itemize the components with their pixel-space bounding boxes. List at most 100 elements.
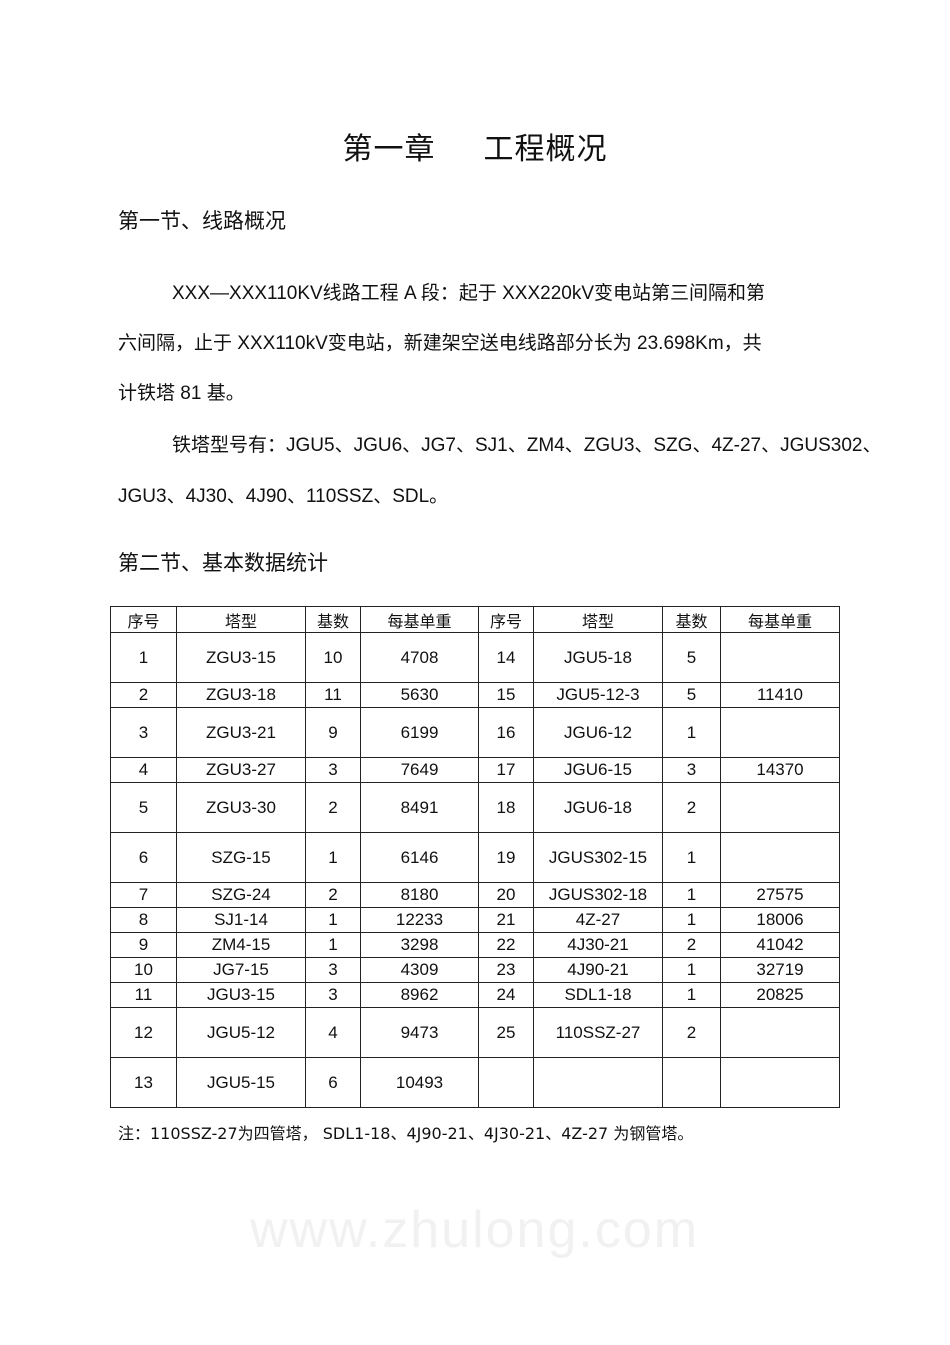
table-cell: 11 [305,682,361,708]
column-header: 基数 [662,606,721,633]
table-cell: 1 [662,907,721,933]
table-cell: ZGU3-18 [176,682,306,708]
table-cell: 27575 [720,882,840,908]
table-cell: ZM4-15 [176,932,306,958]
table-cell: 17 [478,757,534,783]
table-cell: 25 [478,1007,534,1058]
table-cell: 13 [110,1057,177,1108]
table-cell: 4 [305,1007,361,1058]
table-cell: 10493 [360,1057,479,1108]
table-cell: 2 [662,1007,721,1058]
table-cell: 1 [305,932,361,958]
paragraph-line: JGU3、4J30、4J90、110SSZ、SDL。 [118,486,449,507]
table-note: 注：110SSZ-27为四管塔， SDL1-18、4J90-21、4J30-21… [118,1124,694,1143]
table-cell: 6 [305,1057,361,1108]
table-row: 8 SJ1-14 1 12233 21 4Z-27 1 18006 [110,907,840,933]
table-cell: JGU5-18 [533,632,663,683]
table-cell: 7649 [360,757,479,783]
table-cell: 12233 [360,907,479,933]
table-cell: 6199 [360,707,479,758]
table-cell: 18 [478,782,534,833]
table-cell: 4309 [360,957,479,983]
paragraph-line: 六间隔，止于 XXX110kV变电站，新建架空送电线路部分长为 23.698Km… [118,333,762,354]
table-cell: 8962 [360,982,479,1008]
column-header: 每基单重 [720,606,840,633]
table-cell: 41042 [720,932,840,958]
table-cell: 2 [305,782,361,833]
table-cell: 20825 [720,982,840,1008]
tower-data-table: 序号 塔型 基数 每基单重 序号 塔型 基数 每基单重 1 ZGU3-15 10 4708 14 JGU… [110,606,840,1108]
column-header: 塔型 [176,606,306,633]
table-cell: 9 [110,932,177,958]
table-cell: 1 [662,982,721,1008]
table-row: 1 ZGU3-15 10 4708 14 JGU5-18 5 [110,632,840,683]
table-cell: 3 [305,957,361,983]
column-header: 序号 [478,606,534,633]
table-cell: JGU6-15 [533,757,663,783]
table-cell: 5630 [360,682,479,708]
chapter-number: 第一章 [342,132,436,167]
table-cell: 3 [110,707,177,758]
table-cell: 4J90-21 [533,957,663,983]
table-cell [720,1007,840,1058]
table-cell: 110SSZ-27 [533,1007,663,1058]
table-cell: ZGU3-15 [176,632,306,683]
table-row: 13 JGU5-15 6 10493 [110,1057,840,1108]
table-header-row: 序号 塔型 基数 每基单重 序号 塔型 基数 每基单重 [110,606,840,633]
table-cell: 8180 [360,882,479,908]
table-cell: JGUS302-18 [533,882,663,908]
table-cell: 14 [478,632,534,683]
column-header: 序号 [110,606,177,633]
table-row: 6 SZG-15 1 6146 19 JGUS302-15 1 [110,832,840,883]
table-cell: 3298 [360,932,479,958]
table-cell: ZGU3-21 [176,707,306,758]
table-cell [478,1057,534,1108]
table-cell: 32719 [720,957,840,983]
table-cell: ZGU3-30 [176,782,306,833]
table-cell [720,1057,840,1108]
table-cell: 5 [662,682,721,708]
table-cell: 1 [662,707,721,758]
watermark: www.zhulong.com [250,1201,700,1259]
paragraph-line: XXX—XXX110KV线路工程 A 段：起于 XXX220kV变电站第三间隔和… [172,283,766,304]
table-row: 5 ZGU3-30 2 8491 18 JGU6-18 2 [110,782,840,833]
table-cell [720,832,840,883]
table-cell [662,1057,721,1108]
table-cell: JGUS302-15 [533,832,663,883]
table-cell: 7 [110,882,177,908]
table-cell: SJ1-14 [176,907,306,933]
table-cell: 20 [478,882,534,908]
chapter-title: 第一章 工程概况 [0,124,950,168]
table-cell: 18006 [720,907,840,933]
table-row: 2 ZGU3-18 11 5630 15 JGU5-12-3 5 11410 [110,682,840,708]
table-cell: 2 [305,882,361,908]
table-cell: 4708 [360,632,479,683]
table-cell: 10 [305,632,361,683]
table-cell: 2 [662,932,721,958]
table-cell: 15 [478,682,534,708]
table-cell: 11410 [720,682,840,708]
table-cell: JGU5-12-3 [533,682,663,708]
table-cell: 11 [110,982,177,1008]
table-cell: JGU5-15 [176,1057,306,1108]
table-cell: 19 [478,832,534,883]
table-cell: 10 [110,957,177,983]
table-cell: 23 [478,957,534,983]
table-cell: 1 [662,832,721,883]
table-cell: 3 [305,757,361,783]
section-heading-2: 第二节、基本数据统计 [118,551,328,575]
table-cell: 1 [305,907,361,933]
table-row: 7 SZG-24 2 8180 20 JGUS302-18 1 27575 [110,882,840,908]
table-row: 11 JGU3-15 3 8962 24 SDL1-18 1 20825 [110,982,840,1008]
table-row: 10 JG7-15 3 4309 23 4J90-21 1 32719 [110,957,840,983]
table-cell: 1 [662,882,721,908]
table-cell: 24 [478,982,534,1008]
table-cell: 2 [662,782,721,833]
table-cell: 3 [662,757,721,783]
table-cell [720,632,840,683]
table-row: 4 ZGU3-27 3 7649 17 JGU6-15 3 14370 [110,757,840,783]
table-cell: 1 [662,957,721,983]
section-heading-1: 第一节、线路概况 [118,209,286,233]
column-header: 每基单重 [360,606,479,633]
table-cell: ZGU3-27 [176,757,306,783]
